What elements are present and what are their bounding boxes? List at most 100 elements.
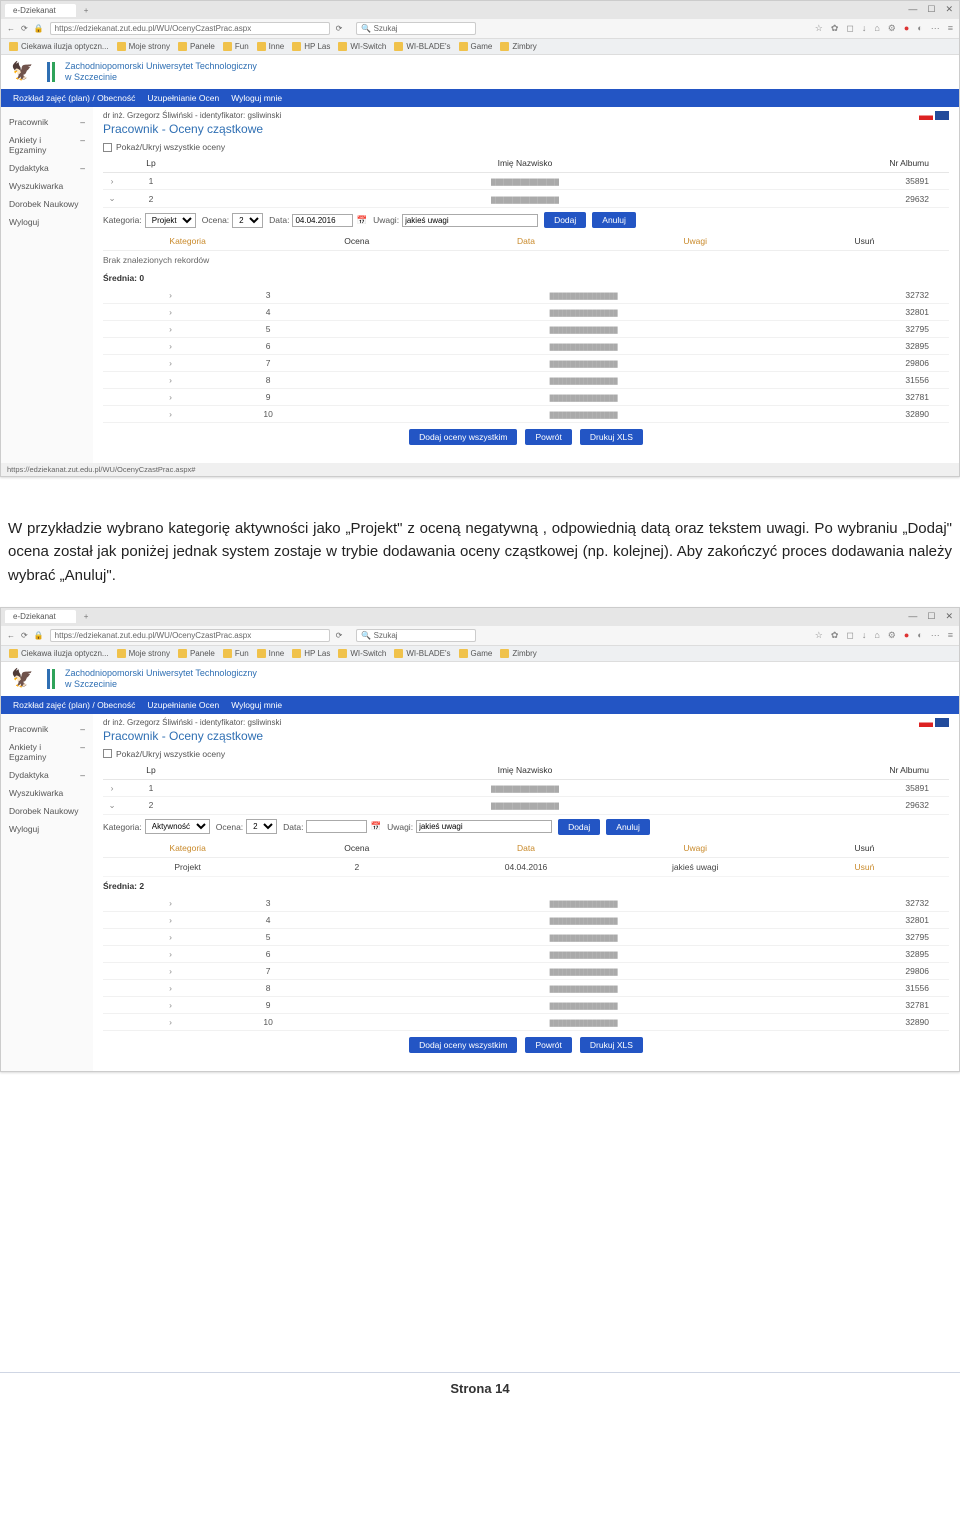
download-icon[interactable]: ↓	[862, 630, 867, 641]
uwagi-input[interactable]	[402, 214, 538, 227]
table-row[interactable]: ›10████████████████32890	[103, 406, 949, 423]
expand-icon[interactable]: ›	[166, 324, 176, 334]
expand-icon[interactable]: ›	[166, 307, 176, 317]
bookmark-item[interactable]: WI-BLADE's	[394, 42, 450, 51]
table-row[interactable]: ›1████████████████35891	[103, 779, 949, 796]
bookmark-item[interactable]: WI-Switch	[338, 42, 386, 51]
table-row[interactable]: ›7████████████████29806	[103, 355, 949, 372]
expand-icon[interactable]: ›	[166, 898, 176, 908]
anuluj-button[interactable]: Anuluj	[592, 212, 636, 228]
table-row[interactable]: ›7████████████████29806	[103, 962, 949, 979]
dodaj-wszystkim-button[interactable]: Dodaj oceny wszystkim	[409, 1037, 517, 1053]
sidebar-item-ankiety[interactable]: Ankiety i Egzaminy–	[1, 131, 93, 159]
dodaj-wszystkim-button[interactable]: Dodaj oceny wszystkim	[409, 429, 517, 445]
window-minimize[interactable]: —	[908, 4, 917, 15]
star-icon[interactable]: ☆	[815, 23, 823, 34]
refresh-icon[interactable]: ⟳	[21, 631, 28, 640]
expand-icon[interactable]: ›	[166, 932, 176, 942]
table-row[interactable]: ›5████████████████32795	[103, 928, 949, 945]
gear-icon[interactable]: ⚙	[888, 630, 896, 641]
url-input[interactable]: https://edziekanat.zut.edu.pl/WU/OcenyCz…	[50, 22, 330, 35]
ext3-icon[interactable]: ◐	[917, 23, 922, 34]
expand-icon[interactable]: ›	[166, 915, 176, 925]
menu-icon[interactable]: ≡	[948, 23, 953, 34]
sidebar-item-dorobek[interactable]: Dorobek Naukowy	[1, 802, 93, 820]
bookmark-item[interactable]: Moje strony	[117, 42, 170, 51]
ext2-icon[interactable]: ◻	[846, 630, 853, 641]
bookmark-item[interactable]: Ciekawa iluzja optyczn...	[9, 42, 109, 51]
flag-pl-icon[interactable]	[919, 111, 933, 120]
toggle-all-grades[interactable]: Pokaż/Ukryj wszystkie oceny	[103, 142, 949, 152]
expand-icon[interactable]: ›	[166, 409, 176, 419]
table-row[interactable]: ›1████████████████35891	[103, 173, 949, 190]
col-uwagi[interactable]: Uwagi	[611, 843, 780, 853]
table-row[interactable]: ›4████████████████32801	[103, 911, 949, 928]
bookmark-item[interactable]: Zimbry	[500, 649, 536, 658]
col-kategoria[interactable]: Kategoria	[103, 843, 272, 853]
table-row[interactable]: ›9████████████████32781	[103, 389, 949, 406]
browser-tab[interactable]: e-Dziekanat	[5, 4, 76, 17]
sidebar-item-wyszukiwarka[interactable]: Wyszukiwarka	[1, 177, 93, 195]
bookmark-item[interactable]: Moje strony	[117, 649, 170, 658]
table-row[interactable]: ⌄2████████████████29632	[103, 190, 949, 208]
more-icon[interactable]: ⋯	[931, 23, 940, 34]
expand-icon[interactable]: ›	[166, 341, 176, 351]
kategoria-select[interactable]: Aktywność	[145, 819, 210, 834]
window-maximize[interactable]: ☐	[927, 4, 935, 15]
table-row[interactable]: ›6████████████████32895	[103, 338, 949, 355]
drukuj-button[interactable]: Drukuj XLS	[580, 1037, 643, 1053]
bookmark-item[interactable]: Panele	[178, 649, 215, 658]
data-input[interactable]	[306, 820, 367, 833]
toggle-all-grades[interactable]: Pokaż/Ukryj wszystkie oceny	[103, 749, 949, 759]
dodaj-button[interactable]: Dodaj	[544, 212, 586, 228]
bookmark-item[interactable]: Game	[459, 649, 493, 658]
ext-icon[interactable]: ✿	[831, 630, 839, 641]
expand-icon[interactable]: ›	[166, 983, 176, 993]
table-row[interactable]: ›8████████████████31556	[103, 372, 949, 389]
star-icon[interactable]: ☆	[815, 630, 823, 641]
checkbox-icon[interactable]	[103, 749, 112, 758]
collapse-icon[interactable]: ⌄	[107, 800, 117, 811]
calendar-icon[interactable]: 📅	[370, 821, 381, 832]
more-icon[interactable]: ⋯	[931, 630, 940, 641]
new-tab-button[interactable]: +	[78, 612, 95, 621]
ext3-icon[interactable]: ◐	[917, 630, 922, 641]
bookmark-item[interactable]: WI-BLADE's	[394, 649, 450, 658]
table-row[interactable]: ›4████████████████32801	[103, 304, 949, 321]
sidebar-item-ankiety[interactable]: Ankiety i Egzaminy–	[1, 738, 93, 766]
expand-icon[interactable]: ›	[107, 783, 117, 793]
browser-tab[interactable]: e-Dziekanat	[5, 610, 76, 623]
reload-icon[interactable]: ⟳	[336, 631, 343, 640]
table-row[interactable]: ›8████████████████31556	[103, 979, 949, 996]
col-kategoria[interactable]: Kategoria	[103, 236, 272, 246]
table-row[interactable]: ›3████████████████32732	[103, 287, 949, 304]
powrot-button[interactable]: Powrót	[525, 1037, 571, 1053]
download-icon[interactable]: ↓	[862, 23, 867, 34]
table-row[interactable]: ›5████████████████32795	[103, 321, 949, 338]
ocena-select[interactable]: 2	[246, 819, 277, 834]
gear-icon[interactable]: ⚙	[888, 23, 896, 34]
bookmark-item[interactable]: Fun	[223, 649, 249, 658]
search-input[interactable]: 🔍 Szukaj	[356, 629, 476, 642]
powrot-button[interactable]: Powrót	[525, 429, 571, 445]
menu-wyloguj[interactable]: Wyloguj mnie	[231, 700, 282, 710]
url-input[interactable]: https://edziekanat.zut.edu.pl/WU/OcenyCz…	[50, 629, 330, 642]
expand-icon[interactable]: ›	[166, 290, 176, 300]
usun-link[interactable]: Usuń	[780, 862, 949, 872]
expand-icon[interactable]: ›	[166, 375, 176, 385]
bookmark-item[interactable]: Inne	[257, 649, 285, 658]
sidebar-item-dydaktyka[interactable]: Dydaktyka–	[1, 159, 93, 177]
window-minimize[interactable]: —	[908, 611, 917, 622]
refresh-icon[interactable]: ⟳	[21, 24, 28, 33]
bookmark-item[interactable]: HP Las	[292, 649, 330, 658]
expand-icon[interactable]: ›	[166, 1000, 176, 1010]
bookmark-item[interactable]: WI-Switch	[338, 649, 386, 658]
kategoria-select[interactable]: Projekt	[145, 213, 196, 228]
ext2-icon[interactable]: ◻	[846, 23, 853, 34]
expand-icon[interactable]: ›	[166, 392, 176, 402]
col-data[interactable]: Data	[441, 843, 610, 853]
sidebar-item-pracownik[interactable]: Pracownik–	[1, 113, 93, 131]
sidebar-item-wyszukiwarka[interactable]: Wyszukiwarka	[1, 784, 93, 802]
menu-uzupelnianie[interactable]: Uzupełnianie Ocen	[147, 700, 219, 710]
home-icon[interactable]: ⌂	[874, 630, 879, 641]
